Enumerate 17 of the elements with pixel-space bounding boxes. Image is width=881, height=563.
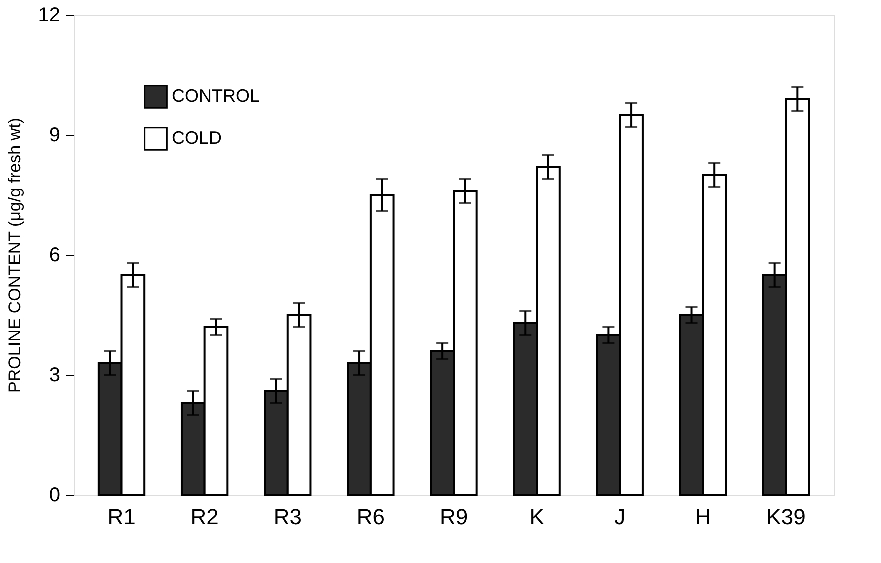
x-tick-label: R2 <box>190 504 219 530</box>
x-tick-label: R6 <box>356 504 385 530</box>
y-tick-label: 9 <box>49 124 60 146</box>
x-tick-label: K39 <box>766 504 806 530</box>
legend-label: CONTROL <box>172 86 260 106</box>
y-tick-label: 3 <box>49 364 60 386</box>
x-tick-label: R9 <box>440 504 468 530</box>
x-tick-label: J <box>614 504 626 530</box>
x-tick-label: R3 <box>274 504 302 530</box>
legend-label: COLD <box>172 128 222 148</box>
y-tick-label: 6 <box>49 244 60 266</box>
y-axis-title: PROLINE CONTENT (μg/g fresh wt) <box>5 118 24 393</box>
x-tick-label: H <box>695 504 712 530</box>
x-tick-label: K <box>530 504 545 530</box>
y-tick-label: 12 <box>38 4 60 26</box>
y-tick-label: 0 <box>49 484 60 506</box>
x-tick-label: R1 <box>108 504 136 530</box>
